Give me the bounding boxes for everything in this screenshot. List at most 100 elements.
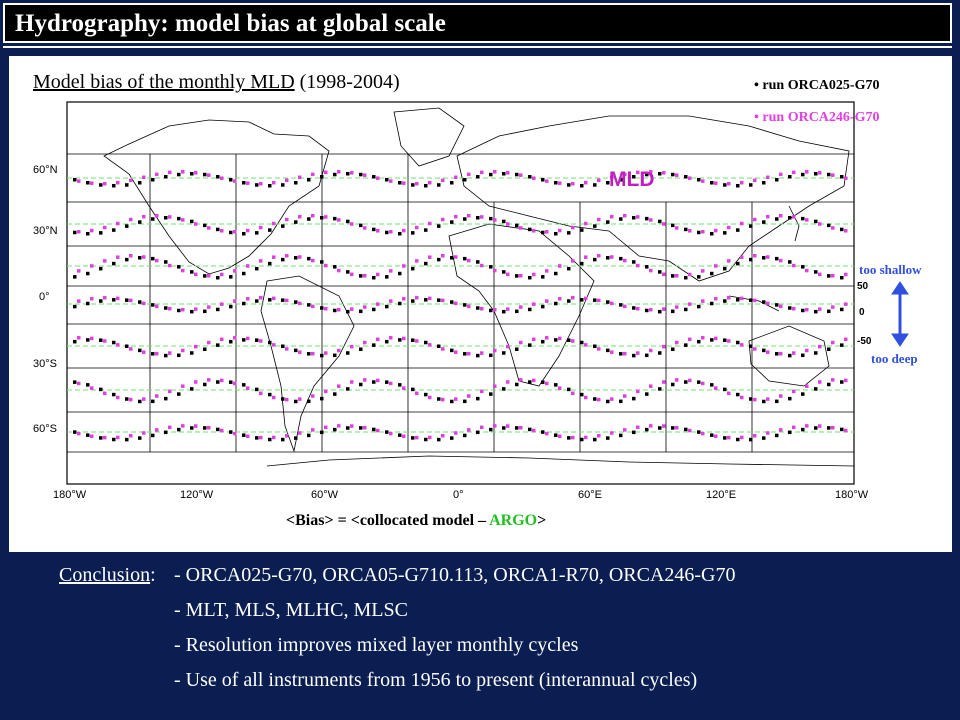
run1-point [619,352,623,356]
run2-point [662,307,666,311]
run1-point [203,274,207,278]
run1-point [86,231,90,236]
run1-point [177,172,181,177]
run2-point [662,424,666,428]
run2-point [142,214,146,219]
run1-point [489,172,493,177]
run1-point [320,216,324,220]
run2-point [207,273,211,278]
run2-point [285,217,289,222]
run2-point [129,298,133,303]
run2-point [480,389,484,394]
lat-label-30n: 30°N [33,225,58,237]
run1-point [502,309,506,314]
run2-point [480,263,484,268]
lon-label-180w: 180°W [53,489,87,501]
run1-point [554,231,558,236]
run2-point [584,343,588,347]
run1-point [736,298,740,302]
run2-point [584,255,588,259]
run1-point [814,219,818,224]
run2-point [818,307,822,311]
run2-point [402,434,406,438]
run2-point [649,170,653,174]
run1-point [437,257,441,262]
run2-point [272,180,276,185]
run2-point [779,304,783,309]
run2-point [831,305,835,309]
run2-point [623,172,627,177]
run1-point [229,339,233,344]
run2-point [532,272,536,277]
run2-point [402,264,406,268]
run2-point [662,222,666,226]
run1-point [203,309,207,314]
run1-point [333,353,337,358]
run2-point [623,304,627,309]
run1-point [229,178,233,182]
run2-point [649,218,653,222]
run1-point [671,172,675,177]
run1-point [541,178,545,182]
run1-point [86,301,90,306]
run2-point [363,378,367,382]
run1-point [671,426,675,430]
run1-point [268,298,272,302]
lat-label-60s: 60°S [33,423,57,435]
run2-point [701,381,705,386]
run2-point [311,351,315,356]
region-grid [67,153,854,453]
run1-point [385,178,389,182]
run2-point [688,302,692,306]
run1-point [268,184,272,188]
run1-point [502,351,506,355]
run1-point [710,231,714,236]
run2-point [324,170,328,175]
caption-main: Model bias of the monthly MLD [33,71,295,93]
run2-point [298,175,302,180]
run2-point [285,178,289,183]
run2-point [415,391,419,396]
run1-point [450,256,454,260]
run1-point [268,392,272,397]
run1-point [502,219,506,224]
run2-point [246,434,250,438]
run2-point [714,297,718,301]
run1-point [593,298,597,302]
run2-point [818,171,822,175]
run2-point [142,350,146,354]
run1-point [502,387,506,391]
run2-point [467,258,471,263]
run2-point [753,347,757,351]
run2-point [649,384,653,388]
run1-point [346,270,350,274]
run2-point [844,337,848,342]
run2-point [636,306,640,311]
run1-point [307,399,311,404]
run1-point [463,178,467,182]
legend-run2-label: run ORCA246-G70 [762,110,880,125]
run1-point [255,436,259,440]
run1-point [203,172,207,177]
run1-point [437,344,441,348]
run1-point [515,382,519,387]
run2-point [818,380,822,384]
run1-point [723,436,727,440]
run2-point [779,214,783,218]
run1-point [411,436,415,440]
run2-point [714,264,718,268]
run2-point [558,297,562,301]
run2-point [116,435,120,440]
run1-point [749,224,753,228]
lon-label-60w: 60°W [311,489,339,501]
run1-point [658,426,662,430]
run1-point [333,172,337,177]
run2-point [324,263,328,268]
run2-point [285,298,289,303]
run2-point [220,272,224,277]
run2-point [714,386,718,390]
run2-point [792,425,796,430]
run1-point [749,298,753,302]
run1-point [112,261,116,266]
run2-point [324,215,328,219]
